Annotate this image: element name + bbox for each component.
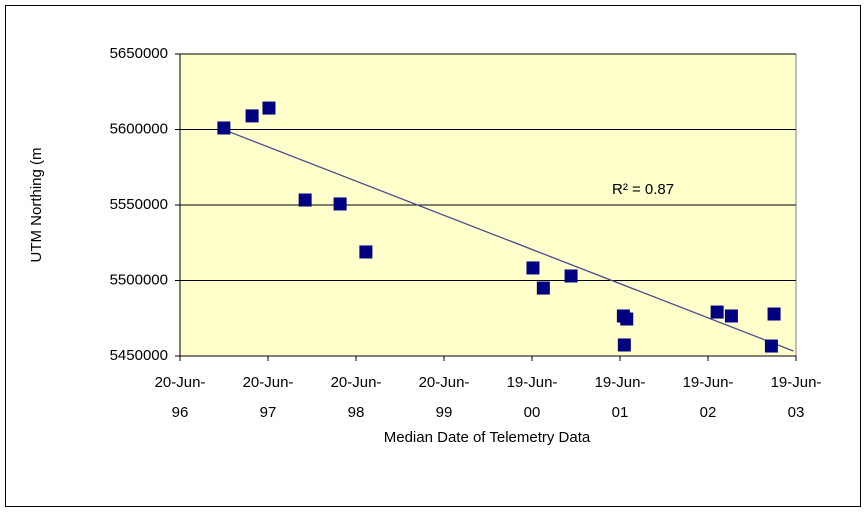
marker [298, 193, 312, 207]
marker [526, 261, 540, 275]
y-axis-title: UTM Northing (m [28, 147, 45, 262]
marker [536, 281, 550, 295]
marker [262, 101, 276, 115]
x-tick-label: 20-Jun-99 [418, 374, 470, 421]
y-tick-label: 5500000 [110, 271, 168, 288]
marker [333, 197, 347, 211]
marker [620, 312, 634, 326]
marker [764, 339, 778, 353]
marker [564, 269, 578, 283]
y-tick-label: 5450000 [110, 347, 168, 364]
x-tick-label: 19-Jun-00 [506, 374, 558, 421]
x-tick-label: 20-Jun-97 [242, 374, 294, 421]
marker [245, 109, 259, 123]
x-tick-label: 19-Jun-01 [594, 374, 646, 421]
x-tick-label: 20-Jun-96 [154, 374, 206, 421]
y-tick-label: 5600000 [110, 120, 168, 137]
y-tick-label: 5550000 [110, 196, 168, 213]
x-tick-label: 20-Jun-98 [330, 374, 382, 421]
marker [217, 121, 231, 135]
marker [724, 309, 738, 323]
marker [617, 338, 631, 352]
marker [767, 307, 781, 321]
annotation: R² = 0.87 [612, 181, 674, 198]
x-tick-label: 19-Jun-03 [770, 374, 822, 421]
trendline [221, 128, 794, 352]
y-tick-label: 5650000 [110, 45, 168, 62]
x-tick-label: 19-Jun-02 [682, 374, 734, 421]
x-axis-title: Median Date of Telemetry Data [384, 429, 591, 446]
marker [710, 305, 724, 319]
marker [359, 245, 373, 259]
